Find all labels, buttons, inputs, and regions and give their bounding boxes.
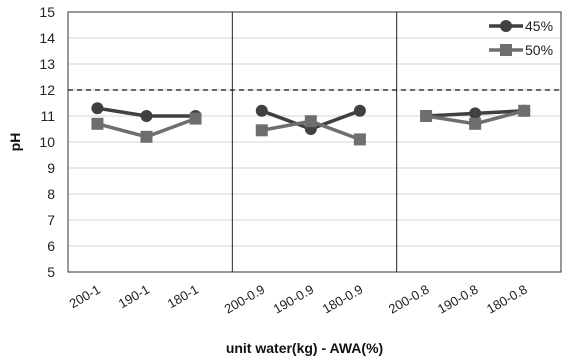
x-tick-label: 180-0.9 [320,282,366,317]
legend-label: 45% [525,18,553,34]
data-point [304,115,317,128]
data-point [189,112,202,125]
data-point [420,110,433,122]
data-point [518,104,531,117]
legend: 45% 50% [489,18,553,58]
y-tick-label: 13 [39,56,55,72]
x-axis-ticks: 200-1 190-1 180-1 200-0.9 190-0.9 180-0.9 200-… [67,282,530,317]
data-point [469,117,482,130]
y-tick-label: 14 [39,30,55,46]
x-tick-label: 190-1 [116,282,152,312]
y-axis-ticks: 5 6 7 8 9 10 11 12 13 14 15 [39,4,55,280]
data-point [91,102,104,115]
legend-label: 50% [525,42,553,58]
x-tick-label: 200-0.8 [386,282,432,317]
data-point [255,104,268,117]
plot-area [67,11,562,273]
y-tick-label: 15 [39,4,55,20]
data-point [140,110,153,122]
legend-marker [500,44,512,56]
y-tick-label: 9 [47,160,55,176]
y-tick-label: 11 [40,108,55,124]
series-50% [91,104,531,146]
series [91,102,531,146]
data-point [469,107,482,120]
y-axis-title: pH [7,133,23,152]
x-tick-label: 200-1 [67,282,103,312]
y-tick-label: 7 [47,212,55,228]
y-tick-label: 8 [47,186,55,202]
legend-marker [500,20,512,32]
x-tick-label: 180-1 [165,282,201,312]
data-point [353,104,366,117]
group-separators [231,12,398,272]
x-tick-label: 180-0.8 [484,282,530,317]
data-point [353,133,366,146]
y-tick-label: 6 [47,238,55,254]
data-point [140,130,153,143]
x-tick-label: 190-0.8 [435,282,481,317]
y-tick-label: 10 [39,134,55,150]
data-point [91,117,104,130]
x-axis-title: unit water(kg) - AWA(%) [226,340,383,356]
x-tick-label: 190-0.9 [271,282,317,317]
data-point [255,124,268,137]
y-tick-label: 5 [47,264,55,280]
x-tick-label: 200-0.9 [222,282,268,317]
y-tick-label: 12 [39,82,55,98]
